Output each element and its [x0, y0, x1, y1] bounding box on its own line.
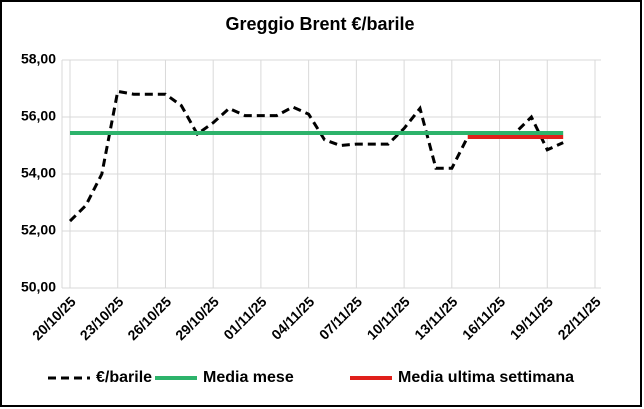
y-tick-label: 54,00 [21, 165, 56, 181]
chart-title: Greggio Brent €/barile [225, 14, 414, 34]
y-tick-label: 50,00 [21, 279, 56, 295]
y-tick-label: 58,00 [21, 51, 56, 67]
legend-label: Media ultima settimana [398, 369, 574, 386]
legend-label: Media mese [203, 369, 294, 386]
y-tick-label: 52,00 [21, 222, 56, 238]
legend-label: €/barile [96, 369, 152, 386]
y-tick-label: 56,00 [21, 108, 56, 124]
series-line [68, 89, 564, 223]
